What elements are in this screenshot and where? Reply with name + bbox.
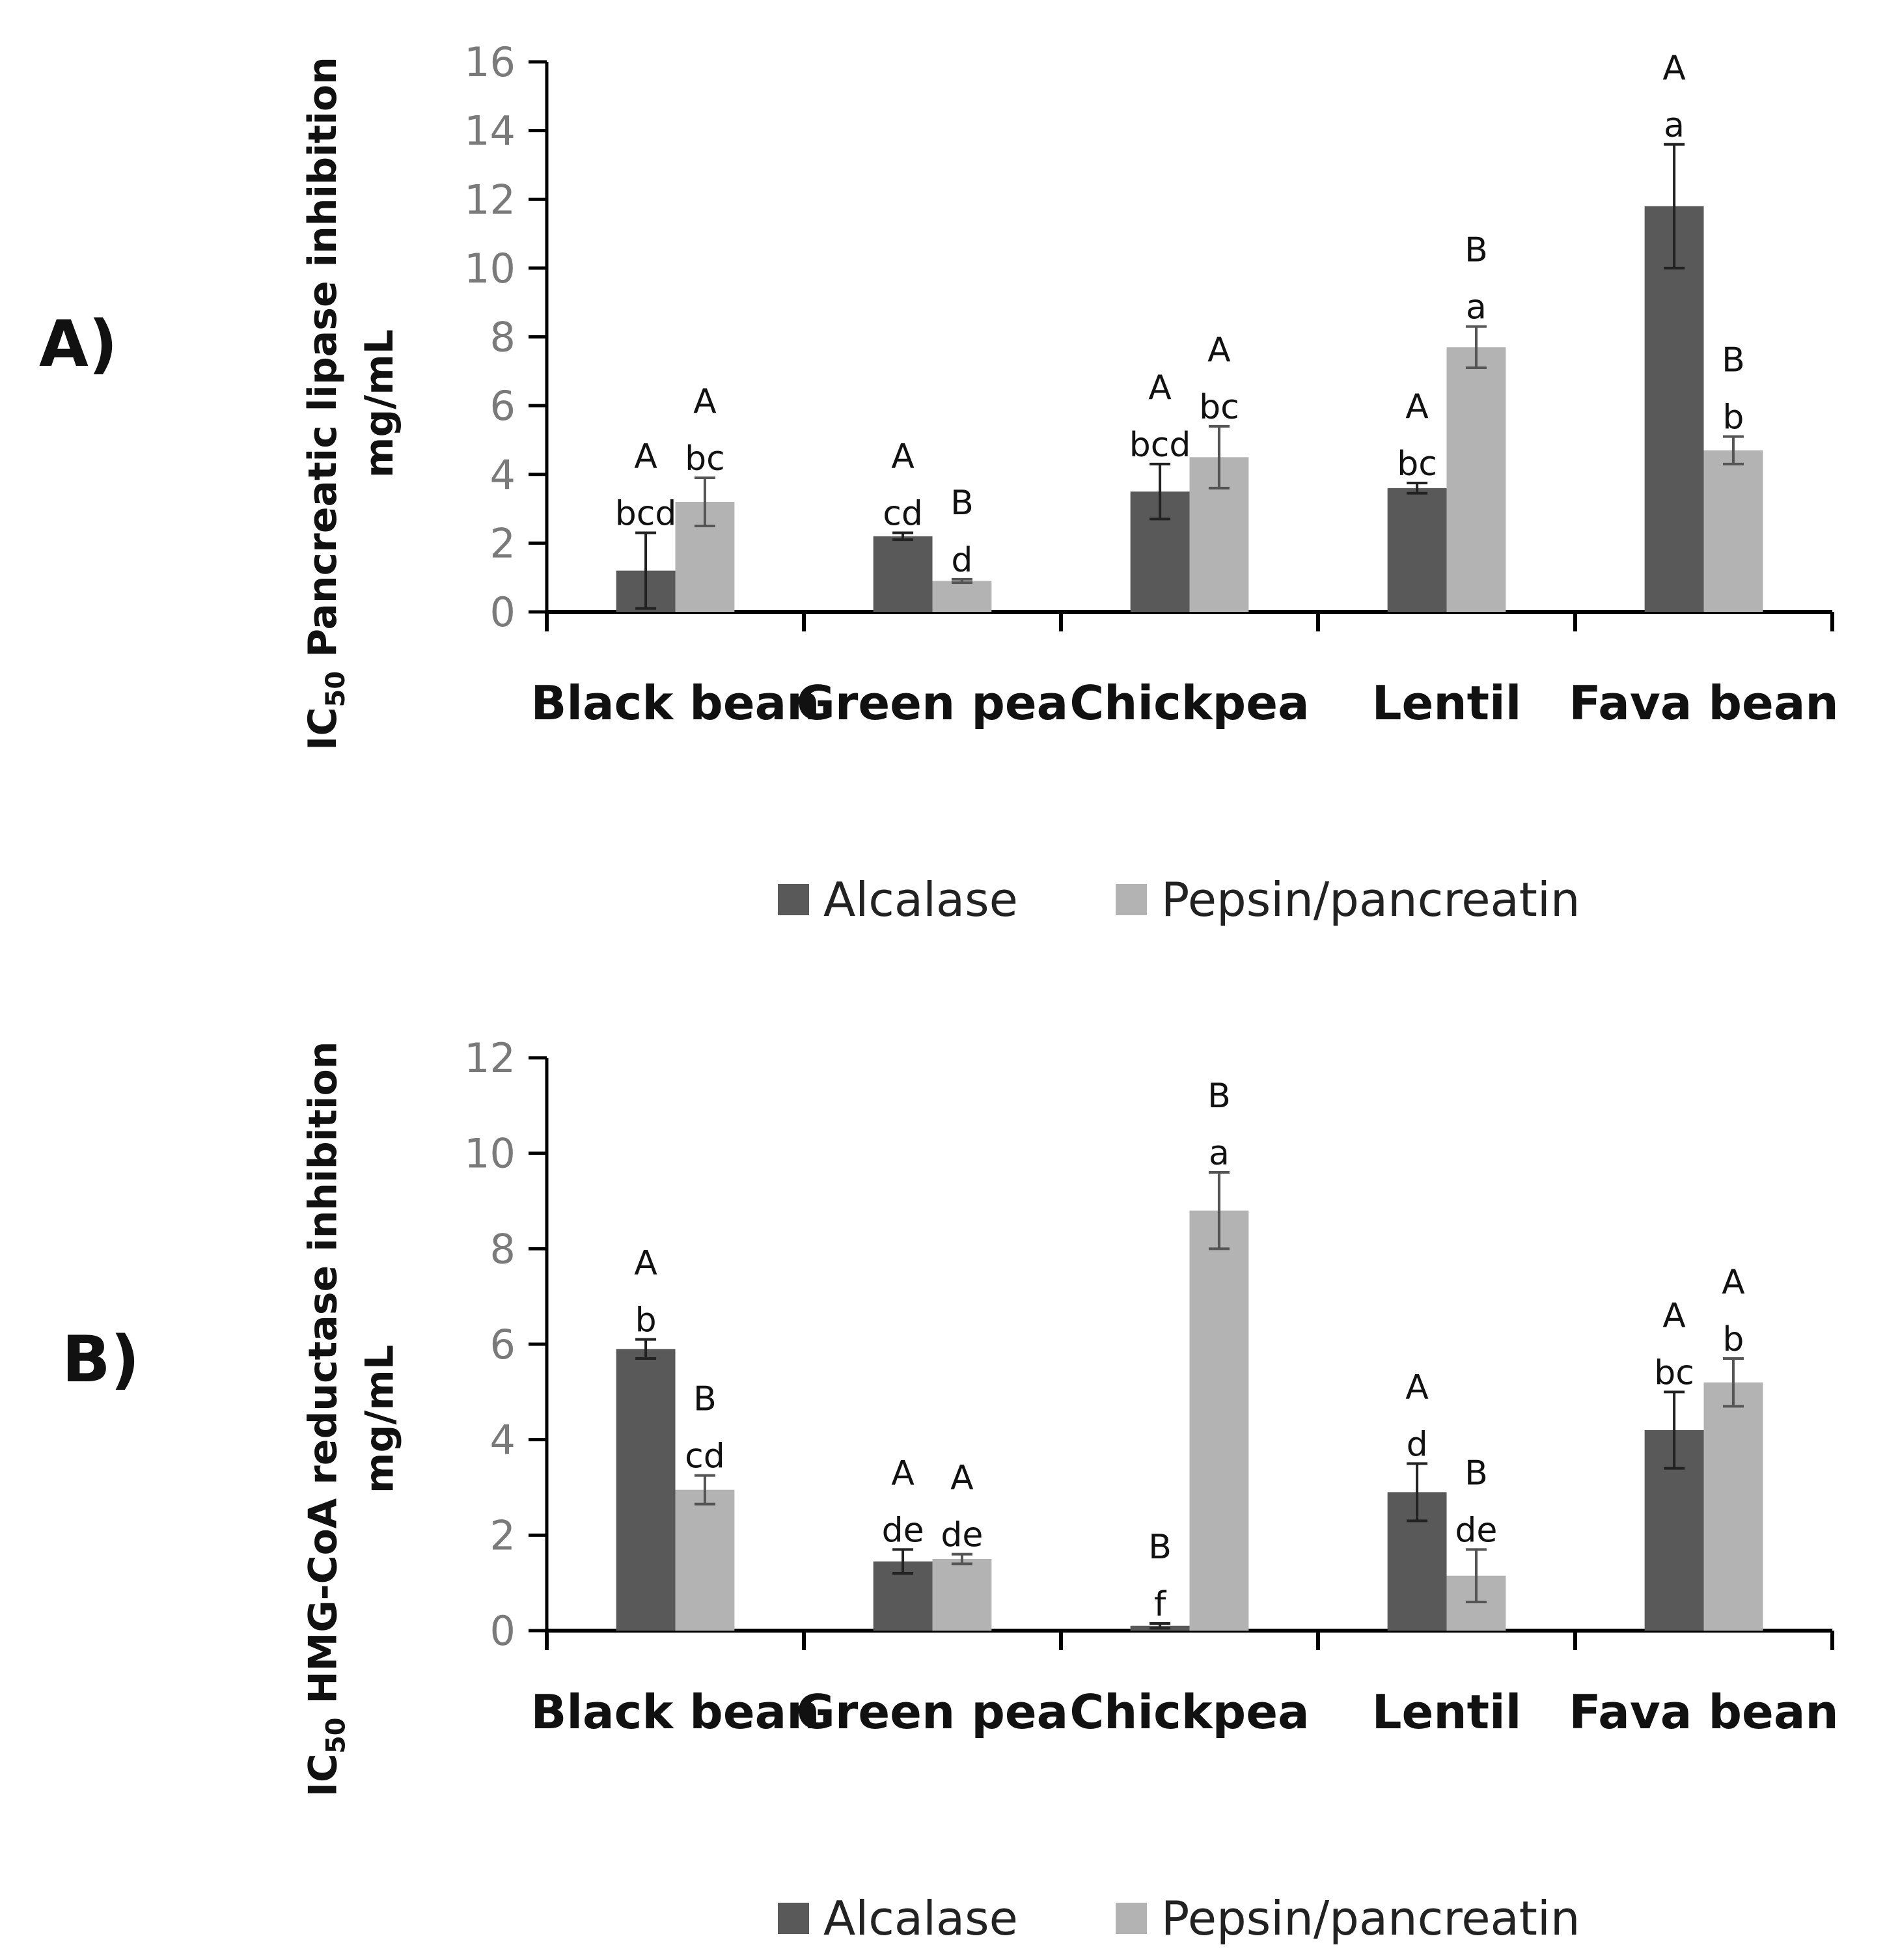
- significance-lower-a: a: [1664, 106, 1685, 145]
- bar-pepsin-b: [675, 1489, 735, 1631]
- significance-lower-a: bc: [1199, 388, 1239, 427]
- significance-upper-b: B: [693, 1380, 717, 1419]
- significance-upper-a: A: [693, 382, 717, 421]
- significance-upper-b: B: [1148, 1528, 1172, 1567]
- significance-upper-b: A: [1722, 1263, 1745, 1302]
- significance-lower-b: cd: [685, 1437, 725, 1476]
- legend-label-alcalase: Alcalase: [823, 1891, 1018, 1946]
- significance-lower-b: de: [1455, 1511, 1497, 1550]
- x-category-label-a: Chickpea: [1069, 676, 1309, 730]
- significance-upper-b: A: [634, 1244, 657, 1283]
- bar-pepsin-a: [1703, 450, 1763, 612]
- bar-pepsin-a: [1446, 347, 1506, 612]
- significance-lower-b: a: [1209, 1134, 1230, 1173]
- y-axis-label-b: IC50 HMG-CoA reductase inhibition mg/mL: [300, 1041, 402, 1797]
- y-tick-label-a: 6: [490, 382, 516, 430]
- significance-upper-b: B: [1207, 1077, 1231, 1116]
- x-category-label-b: Lentil: [1372, 1685, 1522, 1739]
- y-tick-label-a: 10: [464, 245, 516, 292]
- bar-pepsin-a: [932, 581, 992, 612]
- significance-lower-b: bc: [1654, 1353, 1694, 1392]
- significance-lower-a: bcd: [1129, 426, 1191, 465]
- legend-swatch-alcalase: [778, 884, 809, 915]
- legend-swatch-pepsin: [1115, 1903, 1147, 1934]
- significance-lower-a: b: [1722, 398, 1744, 437]
- significance-lower-b: de: [941, 1516, 983, 1555]
- legend-label-pepsin: Pepsin/pancreatin: [1161, 1891, 1580, 1946]
- legend-swatch-pepsin: [1115, 884, 1147, 915]
- significance-upper-a: A: [1662, 49, 1686, 88]
- y-tick-label-b: 2: [490, 1511, 516, 1559]
- y-axis-label-a: IC50 Pancreatic lipase inhibition mg/mL: [300, 57, 402, 751]
- significance-lower-a: bc: [1397, 445, 1437, 484]
- significance-lower-b: f: [1154, 1585, 1167, 1624]
- significance-lower-a: d: [951, 541, 972, 580]
- y-tick-label-b: 12: [464, 1034, 516, 1082]
- bar-pepsin-b: [1703, 1382, 1763, 1631]
- legend-label-pepsin: Pepsin/pancreatin: [1161, 872, 1580, 927]
- significance-lower-a: a: [1466, 288, 1487, 327]
- x-category-label-a: Fava bean: [1569, 676, 1838, 730]
- significance-upper-b: A: [1662, 1296, 1686, 1335]
- x-category-label-b: Chickpea: [1069, 1685, 1309, 1739]
- y-tick-label-b: 8: [490, 1225, 516, 1273]
- legend-a: Alcalase Pepsin/pancreatin: [778, 872, 1678, 927]
- significance-lower-b: d: [1407, 1425, 1428, 1464]
- bar-alcalase-a: [873, 536, 933, 612]
- significance-lower-a: bcd: [615, 495, 677, 534]
- legend-swatch-alcalase: [778, 1903, 809, 1934]
- bar-alcalase-b: [616, 1349, 676, 1631]
- y-tick-label-a: 14: [464, 107, 516, 155]
- x-category-label-b: Black bean: [531, 1685, 820, 1739]
- x-category-label-b: Fava bean: [1569, 1685, 1838, 1739]
- significance-lower-a: cd: [883, 495, 923, 534]
- x-category-label-a: Lentil: [1372, 676, 1522, 730]
- significance-upper-a: A: [1405, 387, 1429, 426]
- bar-pepsin-b: [1189, 1210, 1249, 1631]
- panel-label-b: B): [62, 1323, 140, 1397]
- significance-upper-a: B: [1722, 341, 1745, 380]
- significance-lower-b: b: [635, 1301, 657, 1340]
- significance-upper-a: A: [634, 437, 657, 476]
- bar-alcalase-a: [1644, 206, 1704, 612]
- significance-upper-a: A: [1207, 331, 1231, 370]
- y-tick-label-b: 6: [490, 1321, 516, 1368]
- y-tick-label-a: 16: [464, 38, 516, 86]
- significance-upper-a: A: [1148, 368, 1172, 407]
- y-tick-label-b: 4: [490, 1416, 516, 1464]
- y-tick-label-b: 10: [464, 1130, 516, 1178]
- y-tick-label-a: 2: [490, 519, 516, 567]
- significance-lower-b: de: [882, 1511, 924, 1550]
- x-category-label-a: Black bean: [531, 676, 820, 730]
- y-tick-label-b: 0: [490, 1607, 516, 1655]
- bar-alcalase-a: [1387, 488, 1447, 612]
- significance-lower-a: bc: [685, 439, 725, 478]
- x-category-label-b: Green pea: [797, 1685, 1069, 1739]
- y-tick-label-a: 4: [490, 451, 516, 499]
- significance-lower-b: b: [1722, 1320, 1744, 1359]
- panel-label-a: A): [39, 307, 118, 381]
- significance-upper-b: B: [1465, 1454, 1488, 1493]
- bar-pepsin-b: [932, 1559, 992, 1631]
- y-tick-label-a: 0: [490, 588, 516, 636]
- legend-label-alcalase: Alcalase: [823, 872, 1018, 927]
- y-tick-label-a: 12: [464, 176, 516, 223]
- x-category-label-a: Green pea: [797, 676, 1069, 730]
- significance-upper-a: A: [891, 437, 915, 476]
- significance-upper-b: A: [1405, 1368, 1429, 1407]
- significance-upper-a: B: [1465, 231, 1488, 270]
- significance-upper-a: B: [950, 484, 974, 523]
- significance-upper-b: A: [891, 1454, 915, 1493]
- y-tick-label-a: 8: [490, 314, 516, 361]
- significance-upper-b: A: [950, 1459, 974, 1498]
- legend-b: Alcalase Pepsin/pancreatin: [778, 1891, 1678, 1946]
